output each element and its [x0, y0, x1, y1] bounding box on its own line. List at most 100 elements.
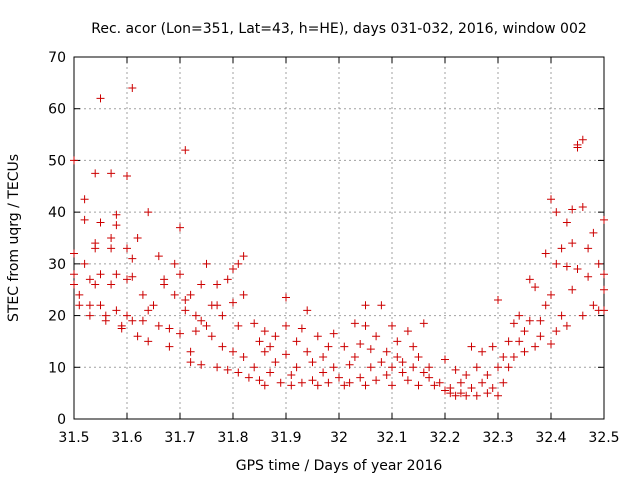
x-tick-label: 32: [330, 430, 348, 446]
data-point: [70, 156, 78, 165]
data-point: [160, 280, 169, 289]
data-point: [494, 363, 502, 372]
data-point: [128, 316, 137, 325]
data-point: [223, 365, 232, 374]
data-point: [176, 270, 184, 279]
data-point: [372, 332, 381, 341]
data-point: [520, 347, 529, 356]
x-tick-label: 32.2: [429, 430, 460, 446]
data-points: [70, 84, 608, 400]
data-point: [287, 371, 296, 380]
data-point: [282, 321, 290, 330]
data-point: [350, 352, 359, 361]
data-point: [324, 342, 333, 351]
data-point: [483, 371, 492, 380]
x-tick-label: 32.1: [376, 430, 407, 446]
data-point: [213, 280, 222, 289]
data-point: [197, 316, 206, 325]
data-point: [239, 252, 248, 261]
data-point: [589, 301, 598, 310]
y-tick-labels: 0 10 20 30 40 50 60 70: [48, 50, 66, 428]
data-point: [128, 84, 137, 93]
data-point: [181, 296, 190, 305]
data-point: [403, 327, 412, 336]
data-point: [584, 272, 593, 281]
data-point: [123, 171, 131, 180]
data-point: [472, 363, 481, 372]
data-point: [562, 321, 571, 330]
data-point: [377, 358, 386, 367]
data-point: [287, 381, 296, 390]
data-point: [138, 290, 147, 299]
x-axis-label: GPS time / Days of year 2016: [236, 458, 443, 474]
data-point: [123, 311, 131, 320]
data-point: [600, 285, 608, 294]
data-point: [345, 378, 354, 387]
data-point: [425, 373, 434, 382]
data-point: [600, 270, 608, 279]
data-point: [112, 210, 121, 219]
data-point: [531, 283, 540, 292]
data-point: [319, 368, 328, 377]
data-point: [144, 337, 153, 346]
data-point: [335, 373, 343, 382]
data-point: [366, 363, 375, 372]
data-point: [313, 332, 322, 341]
data-point: [403, 376, 412, 385]
data-point: [91, 169, 100, 178]
data-point: [340, 342, 349, 351]
data-point: [557, 244, 566, 253]
data-point: [324, 378, 333, 387]
data-point: [85, 311, 94, 320]
data-point: [573, 143, 582, 152]
data-point: [388, 321, 396, 330]
data-point: [451, 391, 460, 400]
data-point: [165, 324, 174, 333]
data-point: [462, 391, 471, 400]
data-point: [144, 306, 153, 315]
x-tick-label: 32.4: [535, 430, 566, 446]
data-point: [229, 265, 237, 274]
x-tick-label: 31.5: [58, 430, 89, 446]
data-point: [393, 352, 402, 361]
data-point: [170, 259, 179, 268]
data-point: [229, 298, 237, 307]
data-point: [456, 389, 465, 398]
data-point: [467, 342, 476, 351]
data-point: [478, 347, 487, 356]
data-point: [441, 386, 449, 395]
data-point: [414, 381, 423, 390]
data-point: [234, 321, 243, 330]
data-point: [515, 311, 524, 320]
data-point: [70, 280, 78, 289]
data-point: [478, 378, 487, 387]
data-point: [568, 239, 577, 248]
data-point: [80, 259, 89, 268]
data-point: [271, 332, 280, 341]
data-point: [292, 337, 301, 346]
data-point: [75, 301, 84, 310]
y-tick-label: 60: [48, 102, 66, 118]
data-point: [223, 275, 232, 284]
data-point: [234, 368, 243, 377]
data-point: [128, 272, 137, 281]
data-point: [536, 332, 545, 341]
data-point: [239, 352, 248, 361]
x-tick-label: 32.3: [482, 430, 513, 446]
data-point: [414, 352, 423, 361]
data-point: [356, 373, 365, 382]
data-point: [372, 376, 381, 385]
data-point: [409, 363, 418, 372]
data-point: [515, 337, 524, 346]
y-tick-label: 50: [48, 153, 66, 169]
data-point: [377, 301, 386, 310]
data-point: [329, 329, 338, 338]
data-point: [117, 324, 126, 333]
data-point: [562, 218, 571, 227]
data-point: [547, 340, 555, 349]
data-point: [138, 316, 147, 325]
data-point: [85, 275, 94, 284]
y-tick-label: 0: [57, 412, 66, 428]
y-tick-label: 30: [48, 257, 66, 273]
